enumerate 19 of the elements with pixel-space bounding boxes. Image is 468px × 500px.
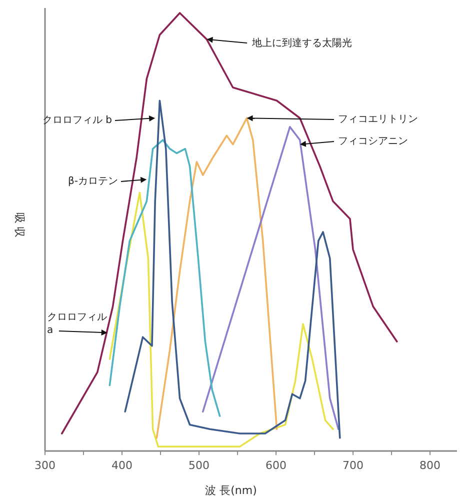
annotation: β-カロテン: [68, 176, 118, 187]
annotation: β-カロテン: [68, 176, 147, 187]
x-tick-label: 700: [342, 459, 364, 472]
y-axis-title: 吸 収: [13, 212, 26, 238]
annotation: フィコエリトリン: [338, 114, 418, 125]
annotation: クロロフィル b: [42, 115, 156, 126]
annotation: フィコシアニン: [300, 136, 408, 147]
annotation: フィコエリトリン: [246, 114, 418, 125]
x-tick-label: 300: [34, 459, 56, 472]
annotation: クロロフィル b: [42, 115, 112, 126]
x-axis-title: 波 長(nm): [205, 484, 257, 497]
annotation: フィコシアニン: [338, 136, 408, 147]
x-tick-label: 400: [112, 459, 133, 472]
x-tick-label: 600: [266, 459, 287, 472]
annotation: 地上に到達する太陽光: [251, 37, 352, 49]
x-tick-label: 500: [188, 459, 210, 472]
annotation: クロロフィル a: [47, 312, 108, 336]
annotation: 地上に到達する太陽光: [206, 36, 352, 49]
x-tick-label: 800: [420, 459, 441, 472]
